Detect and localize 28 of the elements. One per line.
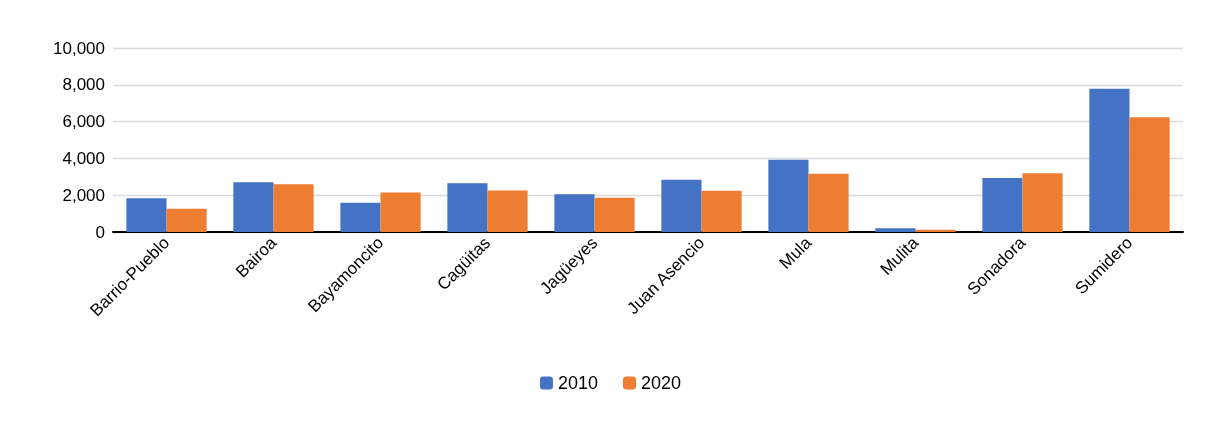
bar [768,159,809,232]
bar [487,190,528,232]
bar [126,198,167,232]
legend-label: 2020 [641,373,682,393]
y-tick-label: 10,000 [53,38,105,58]
y-tick-label: 6,000 [62,112,105,132]
bar [447,183,488,232]
bar [808,173,849,232]
bar [1089,88,1130,232]
bar [233,182,274,232]
bar [380,192,421,232]
bar [1129,117,1170,232]
y-tick-label: 4,000 [62,148,105,168]
bar [701,190,742,232]
bar [661,179,702,232]
y-tick-label: 0 [95,222,105,242]
bar [273,184,314,232]
bar [340,202,381,232]
y-tick-label: 2,000 [62,185,105,205]
bar [875,228,916,232]
bar [1022,173,1063,232]
bar [594,197,635,232]
bar [915,229,956,232]
bar [166,208,207,232]
bar [982,177,1023,232]
legend-label: 2010 [557,373,598,393]
bar [554,194,595,232]
y-tick-label: 8,000 [62,75,105,95]
